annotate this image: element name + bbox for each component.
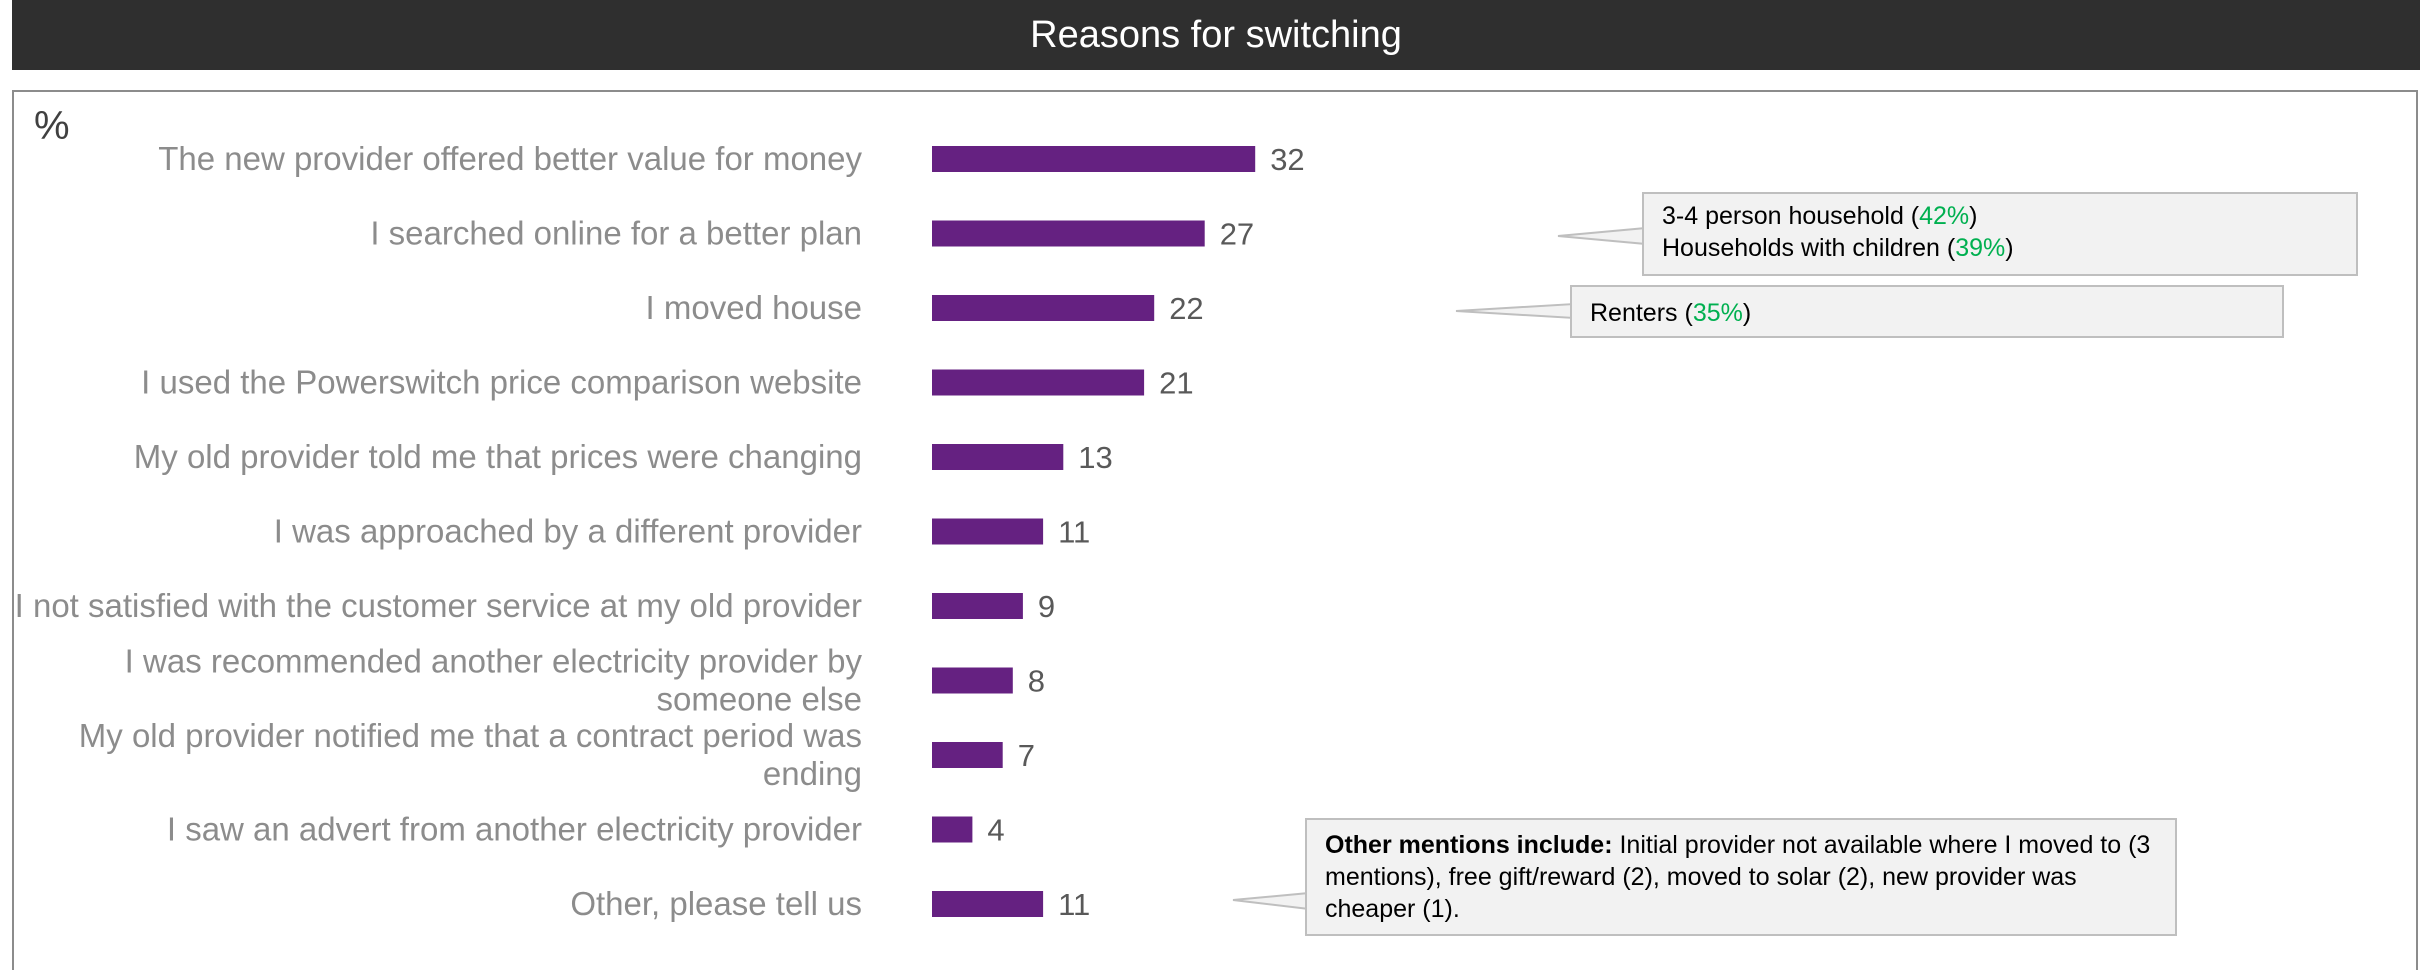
category-label-line: Other, please tell us	[570, 885, 862, 922]
callout-text: Initial provider not available where I m…	[1325, 831, 2151, 923]
category-label: I was recommended another electricity pr…	[125, 643, 863, 718]
category-label-line: I saw an advert from another electricity…	[167, 811, 862, 848]
callout-line: Renters (35%)	[1590, 299, 1752, 327]
bar	[932, 295, 1155, 321]
category-label: I not satisfied with the customer servic…	[15, 587, 862, 624]
category-label: The new provider offered better value fo…	[158, 140, 862, 177]
bar	[932, 742, 1003, 768]
bar-value-label: 32	[1270, 142, 1304, 177]
category-label-line: I was approached by a different provider	[274, 513, 862, 550]
callout-pointer-1	[1557, 226, 1647, 246]
category-label-line: My old provider told me that prices were…	[134, 438, 862, 475]
callout-pointer-3	[1232, 891, 1310, 911]
category-label-line: My old provider notified me that a contr…	[79, 717, 862, 754]
bar	[932, 816, 973, 843]
callout-pointer-2	[1455, 302, 1575, 320]
callout-line: Households with children (39%)	[1662, 234, 2014, 262]
bar	[932, 593, 1023, 619]
category-label-line: I searched online for a better plan	[370, 215, 862, 252]
category-label-line: I used the Powerswitch price comparison …	[141, 364, 862, 401]
bar-value-label: 7	[1018, 738, 1035, 773]
category-label-line: I not satisfied with the customer servic…	[15, 587, 862, 624]
category-label: I used the Powerswitch price comparison …	[141, 364, 862, 401]
unit-label: %	[34, 104, 70, 148]
category-label: My old provider notified me that a contr…	[79, 717, 862, 792]
bar-value-label: 21	[1159, 366, 1193, 401]
bar	[932, 518, 1044, 545]
bar	[932, 146, 1256, 172]
bar	[932, 369, 1145, 396]
bar-value-label: 13	[1078, 440, 1112, 475]
chart-title-bar: Reasons for switching	[12, 0, 2420, 70]
bar-value-label: 27	[1220, 217, 1254, 252]
bar	[932, 667, 1013, 694]
callout-box-household: 3-4 person household (42%) Households wi…	[1642, 192, 2358, 276]
bar-value-label: 4	[987, 813, 1004, 848]
callout-box-renters: Renters (35%)	[1570, 285, 2284, 338]
callout-box-other-mentions: Other mentions include: Initial provider…	[1305, 818, 2177, 936]
chart-title: Reasons for switching	[1030, 13, 1402, 56]
bar-value-label: 8	[1028, 664, 1045, 699]
callout-line: 3-4 person household (42%)	[1662, 202, 1978, 230]
category-label: I was approached by a different provider	[274, 513, 862, 550]
bar-value-label: 9	[1038, 589, 1055, 624]
category-label: I searched online for a better plan	[370, 215, 862, 252]
bar-value-label: 11	[1058, 515, 1090, 550]
category-label: Other, please tell us	[570, 885, 862, 922]
bar-value-label: 11	[1058, 887, 1090, 922]
bar	[932, 220, 1205, 247]
category-label-line: The new provider offered better value fo…	[158, 140, 862, 177]
bar	[932, 444, 1064, 470]
bar-value-label: 22	[1169, 291, 1203, 326]
category-label-line: ending	[763, 755, 862, 792]
category-label: I saw an advert from another electricity…	[167, 811, 862, 848]
bar	[932, 891, 1044, 917]
category-label: My old provider told me that prices were…	[134, 438, 862, 475]
category-label: I moved house	[646, 289, 862, 326]
category-label-line: I was recommended another electricity pr…	[125, 643, 863, 680]
callout-bold-lead: Other mentions include:	[1325, 831, 1613, 859]
chart-frame	[12, 90, 2418, 970]
category-label-line: someone else	[657, 681, 862, 718]
category-label-line: I moved house	[646, 289, 862, 326]
